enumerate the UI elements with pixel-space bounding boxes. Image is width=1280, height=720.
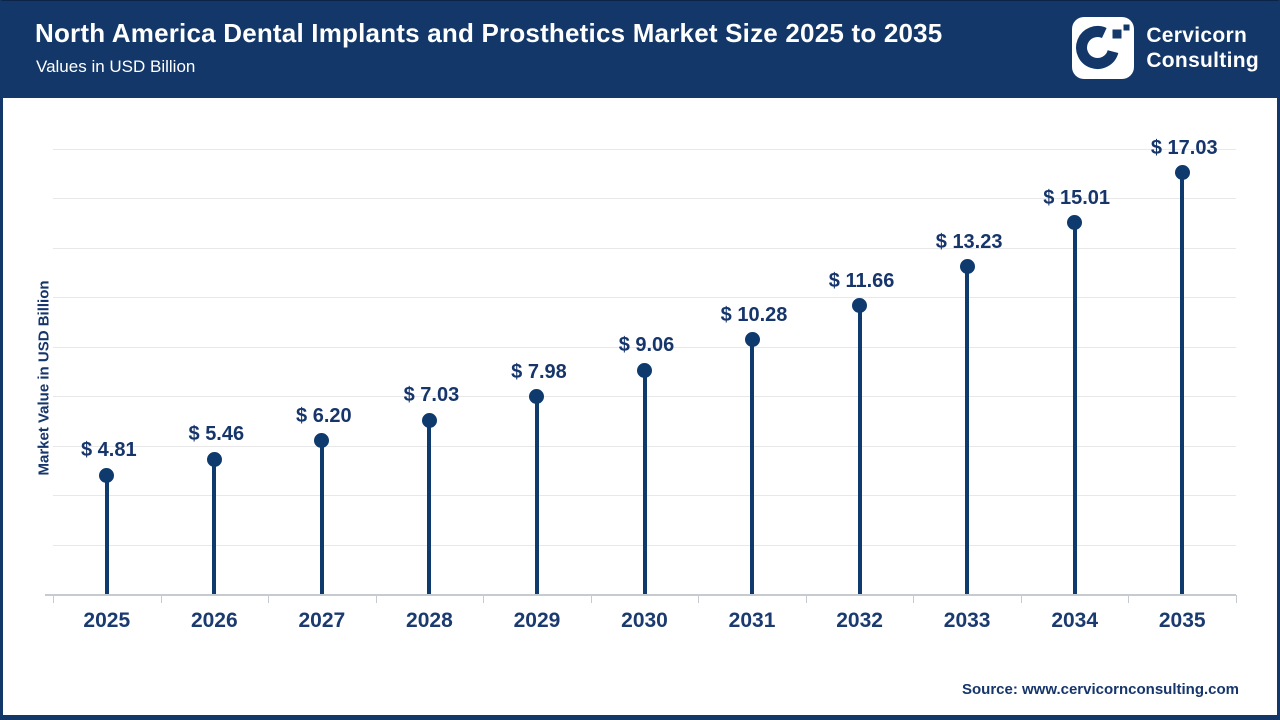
x-tick-label: 2028 xyxy=(406,609,453,632)
plot-area: $ 4.81 2025 $ 5.46 2026 $ 6.20 2027 $ 7.03 2028… xyxy=(3,98,1277,715)
lollipop-stem xyxy=(1180,172,1185,594)
value-label: $ 9.06 xyxy=(618,334,675,357)
value-label: $ 13.23 xyxy=(935,230,1003,253)
lollipop-point xyxy=(99,467,115,483)
lollipop-point xyxy=(1067,215,1083,231)
x-tick-label: 2035 xyxy=(1158,609,1206,632)
gridline xyxy=(53,346,1236,348)
lollipop-point xyxy=(421,412,437,428)
lollipop-stem xyxy=(642,370,647,594)
x-tick-label: 2030 xyxy=(621,609,668,632)
cervicorn-c-icon xyxy=(1072,17,1135,79)
x-axis-tick xyxy=(1128,595,1130,603)
brand-name-line2: Consulting xyxy=(1146,49,1259,72)
lollipop-stem xyxy=(965,266,970,594)
brand-name-line1: Cervicorn xyxy=(1146,24,1248,47)
lollipop-stem xyxy=(427,420,432,594)
value-label: $ 7.98 xyxy=(511,360,567,383)
gridline xyxy=(53,149,1236,150)
value-label: $ 10.28 xyxy=(720,303,788,326)
value-label: $ 17.03 xyxy=(1150,136,1218,159)
lollipop-stem xyxy=(857,305,862,594)
lollipop-stem xyxy=(1072,222,1077,594)
x-tick-label: 2031 xyxy=(728,609,776,632)
x-axis-tick xyxy=(1236,595,1237,603)
brand-logo: Cervicorn Consulting xyxy=(1072,17,1259,79)
gridline xyxy=(53,247,1236,249)
x-tick-label: 2025 xyxy=(83,609,131,632)
gridline xyxy=(53,297,1236,299)
value-label: $ 15.01 xyxy=(1043,186,1111,209)
brand-name: Cervicorn Consulting xyxy=(1146,23,1259,73)
lollipop-stem xyxy=(750,339,755,594)
x-axis-tick xyxy=(53,595,54,603)
x-tick-label: 2026 xyxy=(190,609,238,632)
x-tick-label: 2033 xyxy=(943,609,991,632)
lollipop-point xyxy=(959,259,975,275)
x-axis-tick xyxy=(590,595,592,603)
x-tick-label: 2029 xyxy=(513,609,561,632)
x-axis-tick xyxy=(160,595,162,603)
value-label: $ 6.20 xyxy=(296,404,352,427)
page-subtitle: Values in USD Billion xyxy=(36,57,196,76)
lollipop-stem xyxy=(319,440,324,594)
x-axis-tick xyxy=(805,595,807,603)
lollipop-point xyxy=(314,433,330,449)
x-axis-tick xyxy=(268,595,270,603)
x-axis-tick xyxy=(483,595,485,603)
x-axis-tick xyxy=(1020,595,1022,603)
y-axis-title: Market Value in USD Billion xyxy=(35,280,53,476)
lollipop-point xyxy=(852,298,868,314)
source-note: Source: www.cervicornconsulting.com xyxy=(961,681,1239,698)
lollipop-stem xyxy=(104,475,109,594)
value-label: $ 7.03 xyxy=(403,384,460,407)
lollipop-point xyxy=(529,389,545,405)
lollipop-point xyxy=(206,451,222,467)
lollipop-point xyxy=(744,332,760,348)
page-title: North America Dental Implants and Prosth… xyxy=(35,18,943,48)
value-label: $ 11.66 xyxy=(828,269,895,292)
value-label: $ 4.81 xyxy=(80,439,137,462)
x-axis-tick xyxy=(698,595,700,603)
x-axis-tick xyxy=(375,595,377,603)
x-axis-line xyxy=(45,594,1236,596)
x-tick-label: 2034 xyxy=(1051,609,1099,632)
lollipop-point xyxy=(1174,165,1190,181)
header-banner: North America Dental Implants and Prosth… xyxy=(3,1,1277,98)
lollipop-stem xyxy=(534,396,539,594)
x-axis-tick xyxy=(913,595,915,603)
lollipop-point xyxy=(637,362,652,378)
value-label: $ 5.46 xyxy=(188,423,245,446)
gridline xyxy=(53,198,1236,200)
x-tick-label: 2027 xyxy=(298,609,346,632)
x-tick-label: 2032 xyxy=(836,609,883,632)
lollipop-stem xyxy=(212,459,217,594)
